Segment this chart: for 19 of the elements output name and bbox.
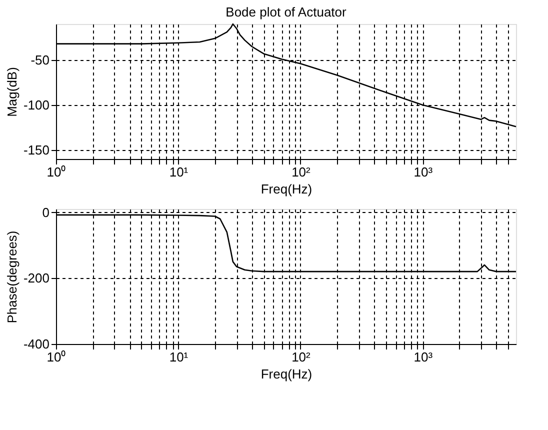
y-axis-title: Phase(degrees) [4, 230, 20, 324]
y-tick-label: -100 [23, 98, 50, 112]
x-axis-title: Freq(Hz) [260, 366, 312, 382]
x-tick-label: 10² [292, 164, 312, 180]
x-tick-label: 10¹ [169, 350, 189, 364]
y-tick-label: -50 [30, 52, 50, 68]
chart-title: Bode plot of Actuator [226, 4, 348, 20]
x-tick-label: 10³ [414, 164, 434, 180]
x-tick-label: 10⁰ [46, 350, 66, 364]
y-tick-label: 0 [42, 204, 50, 220]
y-tick-label: -200 [23, 270, 50, 286]
x-axis-title: Freq(Hz) [260, 182, 312, 196]
x-tick-label: 10² [292, 350, 312, 364]
x-tick-label: 10⁰ [46, 164, 66, 180]
y-tick-label: -150 [23, 142, 50, 158]
y-tick-label: -400 [23, 336, 50, 352]
y-axis-title: Mag(dB) [4, 67, 20, 117]
x-tick-label: 10¹ [169, 164, 189, 180]
x-tick-label: 10³ [414, 350, 434, 364]
